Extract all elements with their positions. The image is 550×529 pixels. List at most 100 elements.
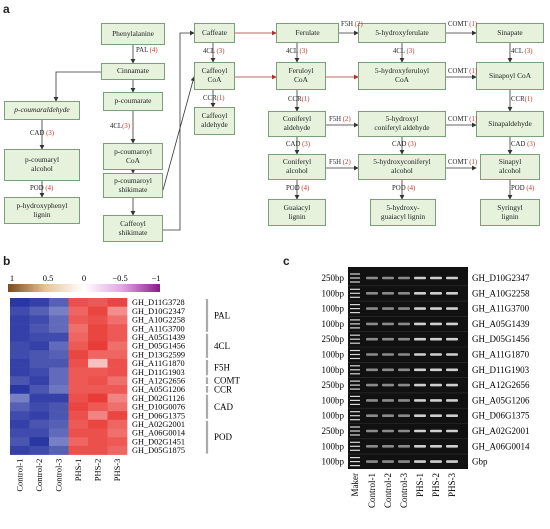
- heatmap-cell: [68, 306, 89, 316]
- gel-size-label: 250bp: [322, 334, 345, 344]
- gel-band: [414, 322, 426, 326]
- gel-band: [430, 414, 442, 417]
- gene-label: GH_D10G2347: [132, 307, 185, 316]
- heatmap-cell: [88, 306, 108, 316]
- enzyme-comt-aldehyde: COMT (1): [448, 116, 478, 123]
- ladder-band: [350, 457, 360, 459]
- gel-band: [414, 399, 426, 402]
- gel-size-label: 100bp: [322, 395, 345, 405]
- heatmap-cell: [29, 385, 50, 394]
- gel-size-label: 100bp: [322, 411, 345, 421]
- heatmap-cell: [68, 324, 89, 334]
- heatmap-cell: [88, 445, 108, 455]
- gene-label: GH_D05G1456: [132, 342, 185, 351]
- gel-band: [414, 445, 426, 448]
- gel-gene-label: GH_D06G1375: [472, 411, 530, 421]
- ladder-band: [350, 349, 360, 352]
- colorbar-tick: 0.5: [43, 273, 54, 283]
- heatmap-cell: [88, 411, 108, 421]
- ladder-band: [350, 357, 360, 360]
- ladder-band: [350, 288, 360, 290]
- gene-label: GH_A06G0014: [132, 429, 186, 438]
- heatmap-cell: [10, 385, 30, 394]
- ladder-band: [350, 384, 360, 386]
- ladder-band: [350, 353, 360, 356]
- enzyme-cad-5h: CAD (3): [392, 141, 416, 148]
- node-p-coumaroyl-shikimate: p-coumaroyl shikimate: [103, 173, 163, 198]
- node-sinapaldehyde: Sinapaldehyde: [476, 111, 544, 137]
- node-p-coumaroyl-coa: p-coumaroyl CoA: [103, 143, 163, 170]
- gene-label: GH_D02G1126: [132, 394, 185, 403]
- heatmap-cell: [49, 367, 69, 377]
- node-sinapyl-alcohol: Sinapyl alcohol: [480, 154, 540, 180]
- heatmap-cell: [107, 350, 128, 360]
- group-label: CCR: [214, 384, 232, 394]
- gel-band: [446, 276, 458, 280]
- heatmap-cell: [29, 411, 50, 421]
- heatmap-cell: [107, 376, 128, 386]
- heatmap-cell: [107, 419, 128, 429]
- heatmap-cell: [88, 324, 108, 334]
- colorbar-tick: −0.5: [112, 273, 127, 283]
- ladder-band: [350, 399, 360, 401]
- node-feruloyl-coa: Feruloyl CoA: [276, 62, 326, 90]
- gel-lane-label: Control-2: [383, 473, 393, 508]
- heatmap-cell: [29, 306, 50, 316]
- node-p-coumaraldehyde: p-coumaraldehyde: [4, 101, 80, 120]
- ladder-band: [350, 430, 360, 432]
- gel-band: [446, 460, 458, 463]
- gel-band: [366, 445, 378, 448]
- gel-band: [430, 399, 442, 402]
- group-label: CAD: [214, 402, 234, 412]
- heatmap-cell: [10, 324, 30, 334]
- heatmap-cell: [10, 393, 30, 403]
- heatmap-cell: [88, 315, 108, 325]
- ladder-band: [350, 419, 360, 421]
- colorbar-tick: 0: [82, 273, 86, 283]
- gel-band: [366, 383, 378, 387]
- gel-gene-label: GH_A02G2001: [472, 426, 530, 436]
- gel-band: [366, 322, 378, 326]
- heatmap-cell: [68, 437, 89, 447]
- sample-label: Control-1: [15, 459, 25, 492]
- enzyme-f5h-alcohol: F5H (2): [329, 159, 351, 166]
- heatmap-cell: [107, 332, 128, 342]
- gel-band: [398, 460, 410, 463]
- node-p-coumarate: p-coumarate: [103, 92, 163, 111]
- enzyme-f5h-aldehyde: F5H (2): [329, 116, 351, 123]
- node-5-hydroxyferuloyl-coa: 5-hydroxyferuloyl CoA: [358, 62, 446, 90]
- gene-label: GH_D06G1375: [132, 411, 185, 420]
- ladder-band: [350, 373, 360, 375]
- heatmap-cell: [10, 367, 30, 377]
- gel-band: [398, 307, 410, 310]
- heatmap-cell: [10, 411, 30, 421]
- gel-band: [366, 353, 378, 356]
- heatmap-cell: [107, 367, 128, 377]
- gel-size-label: 100bp: [322, 350, 345, 360]
- gel-band: [430, 445, 442, 448]
- heatmap-cell: [49, 393, 69, 403]
- heatmap-cell: [29, 437, 50, 447]
- gel-band: [414, 414, 426, 417]
- enzyme-pod-g: POD (4): [286, 185, 310, 192]
- heatmap-cell: [88, 367, 108, 377]
- node-p-hydroxyphenyl-lignin: p-hydroxyphenyl lignin: [4, 197, 80, 224]
- gel-band: [398, 414, 410, 417]
- heatmap-cell: [29, 358, 50, 368]
- ladder-band: [350, 342, 360, 344]
- gel-band: [446, 307, 458, 310]
- gel-band: [366, 337, 378, 341]
- heatmap-cell: [49, 358, 69, 368]
- ladder-band: [350, 434, 360, 436]
- node-5-hydroxy-guaiacyl-lignin: 5-hydroxy- guaiacyl lignin: [370, 199, 436, 226]
- gel-lane-label: Control-3: [399, 473, 409, 508]
- sample-label: Control-2: [34, 459, 44, 492]
- ladder-band: [350, 323, 360, 325]
- node-5-hydroxyconiferyl-alcohol: 5-hydroxyconiferyl alcohol: [358, 154, 446, 180]
- heatmap-cell: [88, 385, 108, 394]
- gel-band: [382, 307, 394, 310]
- heatmap-cell: [107, 428, 128, 438]
- gel-band: [398, 399, 410, 402]
- ladder-band: [350, 304, 360, 306]
- gel-band: [430, 429, 442, 433]
